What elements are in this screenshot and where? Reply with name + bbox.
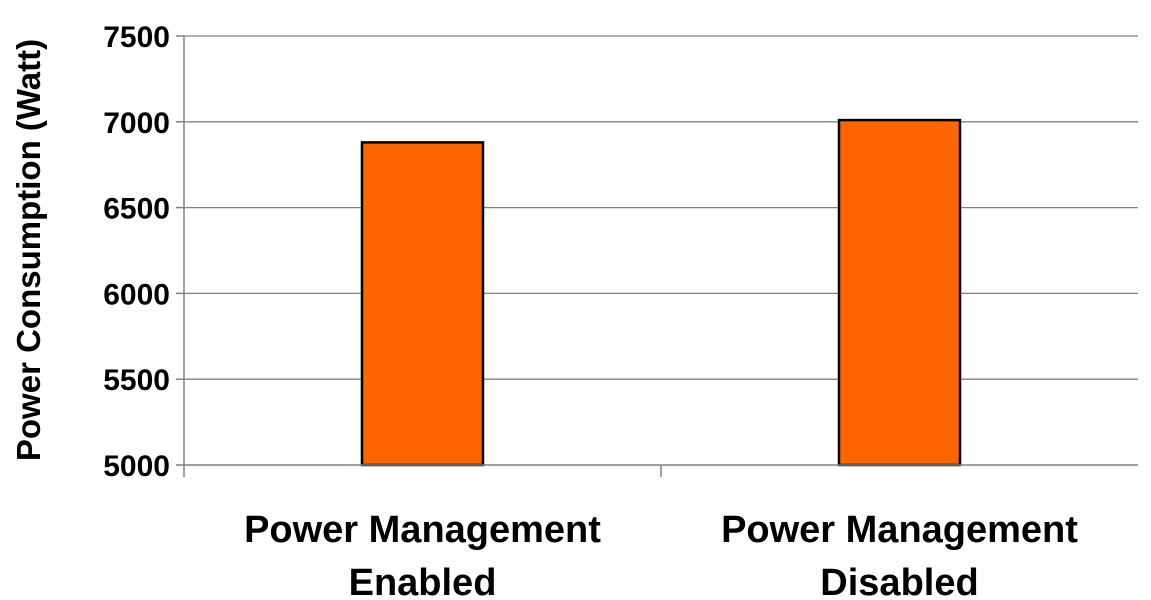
y-tick-label-6500: 6500: [103, 193, 170, 226]
x-category-label-line: Power Management: [721, 509, 1078, 551]
x-category-label-line: Power Management: [244, 509, 601, 551]
bars: [360, 118, 962, 467]
y-tick-label-7500: 7500: [103, 21, 170, 54]
y-tick-label-6000: 6000: [103, 278, 170, 311]
y-tick-label-5500: 5500: [103, 364, 170, 397]
bar-1: [360, 141, 485, 467]
y-axis-title: Power Consumption (Watt): [10, 39, 47, 461]
gridlines: [184, 35, 1138, 380]
y-tick-label-5000: 5000: [103, 450, 170, 483]
y-tick-labels: 5000 5500 6000 6500 7000 7500: [103, 21, 170, 483]
axes: [176, 35, 1138, 477]
x-category-label-1: Power Management Enabled: [244, 509, 601, 600]
y-tick-label-7000: 7000: [103, 107, 170, 140]
bar-2: [837, 118, 962, 467]
x-category-labels: Power Management Enabled Power Management D…: [244, 509, 1078, 600]
x-category-label-line: Disabled: [820, 562, 978, 600]
x-category-label-2: Power Management Disabled: [721, 509, 1078, 600]
x-category-label-line: Enabled: [349, 562, 497, 600]
